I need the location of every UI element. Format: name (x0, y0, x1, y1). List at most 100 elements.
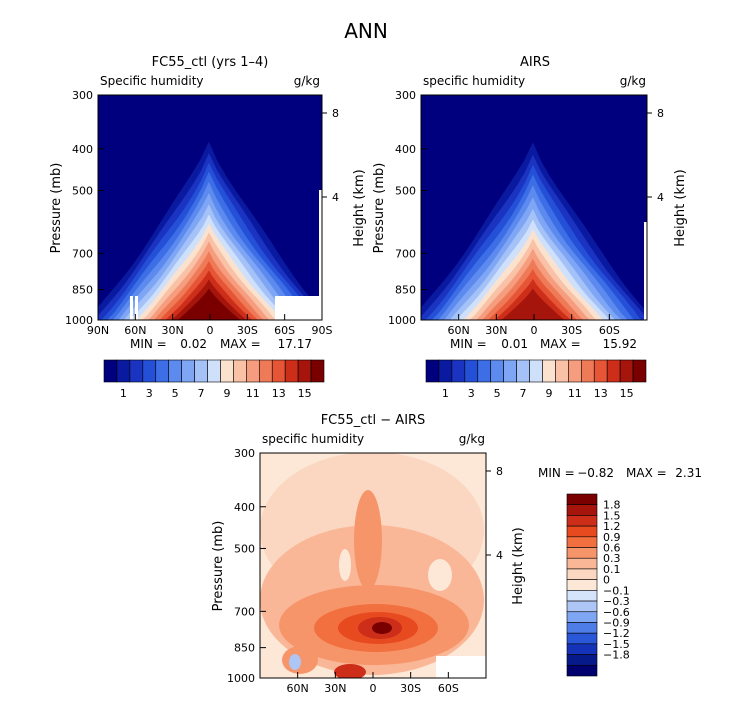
y-tick-label: 700 (72, 247, 93, 260)
colorbar-swatch (233, 359, 247, 383)
y-tick-label: 1000 (227, 672, 255, 685)
panel-difference-max-value: 2.31 (675, 466, 702, 480)
panel-airs-min-value: 0.01 (501, 337, 528, 351)
colorbar-swatch (129, 359, 144, 383)
panel-airs-subtitle-right: g/kg (620, 74, 646, 88)
panel-airs-plot-area (421, 95, 647, 320)
missing-data-region (436, 656, 486, 678)
colorbar-swatch (310, 359, 325, 383)
colorbar-swatch (438, 359, 453, 383)
colorbar-swatch (220, 359, 234, 383)
panel-airs: AIRS specific humidity g/kg 60N 30N 0 30S 60… (372, 55, 688, 400)
panel-airs-x-axis: 60N 30N 0 30S 60S (448, 314, 620, 337)
colorbar-label: 7 (198, 387, 205, 400)
colorbar-swatch (490, 359, 504, 383)
x-tick-label: 90N (87, 324, 109, 337)
colorbar-swatch (142, 359, 157, 383)
colorbar-label: 1.2 (603, 520, 621, 533)
colorbar-label: 0.9 (603, 531, 621, 544)
contour-fill (334, 664, 366, 678)
panel-difference-colorbar: 1.81.51.20.90.60.30.10−0.1−0.3−0.6−0.9−1… (566, 493, 630, 677)
colorbar-swatch (566, 579, 598, 591)
colorbar-swatch (542, 359, 556, 383)
panel-difference-min-value: −0.82 (577, 466, 614, 480)
colorbar-swatch (181, 359, 195, 383)
colorbar-swatch (566, 493, 598, 506)
colorbar-swatch (103, 359, 118, 383)
y-tick-label: 700 (395, 247, 416, 260)
contour-fill (372, 622, 392, 634)
panel-model-max-label: MAX = (220, 337, 261, 351)
x-tick-label: 0 (207, 324, 214, 337)
missing-data-region (644, 222, 647, 320)
colorbar-swatch (464, 359, 479, 383)
colorbar-swatch (580, 359, 595, 383)
contour-fill (354, 490, 382, 590)
colorbar-swatch (566, 600, 598, 613)
panel-difference-max-label: MAX = (626, 466, 667, 480)
panel-airs-title: AIRS (520, 55, 550, 70)
y-tick-label: 1000 (388, 314, 416, 327)
panel-model-plot-area (98, 95, 322, 320)
colorbar-swatch (566, 557, 598, 570)
colorbar-swatch (566, 632, 598, 645)
y-tick-label: 500 (234, 542, 255, 555)
panel-difference: FC55_ctl − AIRS specific humidity g/kg 6… (211, 413, 702, 695)
x-tick-label: 0 (370, 682, 377, 695)
height-tick-label: 8 (496, 465, 503, 478)
x-tick-label: 30S (237, 324, 258, 337)
y-tick-label: 400 (72, 143, 93, 156)
colorbar-label: −0.9 (603, 616, 630, 629)
contour-fill (501, 288, 565, 320)
colorbar-label: 0.6 (603, 542, 621, 555)
colorbar-swatch (566, 611, 598, 623)
colorbar-label: 7 (520, 387, 527, 400)
y-tick-label: 300 (72, 89, 93, 102)
height-tick-label: 4 (657, 191, 664, 204)
colorbar-swatch (606, 359, 621, 383)
missing-data-region (275, 296, 322, 320)
x-tick-label: 90S (312, 324, 333, 337)
colorbar-swatch (284, 359, 299, 383)
panel-model: FC55_ctl (yrs 1–4) Specific humidity g/k… (49, 55, 367, 400)
panel-airs-ylabel-right: Height (km) (673, 169, 688, 246)
x-tick-label: 60N (448, 324, 470, 337)
colorbar-label: 1 (120, 387, 127, 400)
colorbar-label: 0.1 (603, 563, 621, 576)
colorbar-swatch (477, 359, 492, 383)
colorbar-label: 0 (603, 574, 610, 587)
page-title: ANN (344, 19, 388, 43)
colorbar-swatch (566, 590, 598, 602)
colorbar-swatch (258, 359, 273, 383)
colorbar-swatch (451, 359, 466, 383)
panel-airs-max-value: 15.92 (603, 337, 637, 351)
colorbar-swatch (566, 643, 598, 655)
colorbar-swatch (271, 359, 286, 383)
panel-airs-y-axis: 300 400 500 700 850 1000 (388, 89, 427, 327)
y-tick-label: 700 (234, 605, 255, 618)
colorbar-swatch (168, 359, 182, 383)
colorbar-label: 3 (468, 387, 475, 400)
panel-difference-min-label: MIN = (538, 466, 575, 480)
height-tick-label: 8 (332, 107, 339, 120)
colorbar-swatch (516, 359, 530, 383)
contour-fill (339, 549, 351, 581)
colorbar-swatch (566, 664, 598, 677)
panel-model-subtitle-left: Specific humidity (100, 74, 204, 88)
colorbar-swatch (566, 654, 598, 666)
colorbar-swatch (619, 359, 634, 383)
colorbar-label: −0.3 (603, 595, 630, 608)
x-tick-label: 30S (400, 682, 421, 695)
missing-data-region (135, 296, 138, 320)
contour-fill (177, 288, 241, 320)
colorbar-swatch (566, 525, 598, 538)
panel-airs-subtitle-left: specific humidity (423, 74, 525, 88)
colorbar-label: 5 (172, 387, 179, 400)
contour-fill (289, 654, 301, 670)
x-tick-label: 60S (438, 682, 459, 695)
x-tick-label: 30N (162, 324, 184, 337)
panel-airs-colorbar: 1 3 5 7 9 11 13 15 (425, 359, 647, 400)
colorbar-label: 5 (494, 387, 501, 400)
colorbar-label: −0.1 (603, 584, 630, 597)
